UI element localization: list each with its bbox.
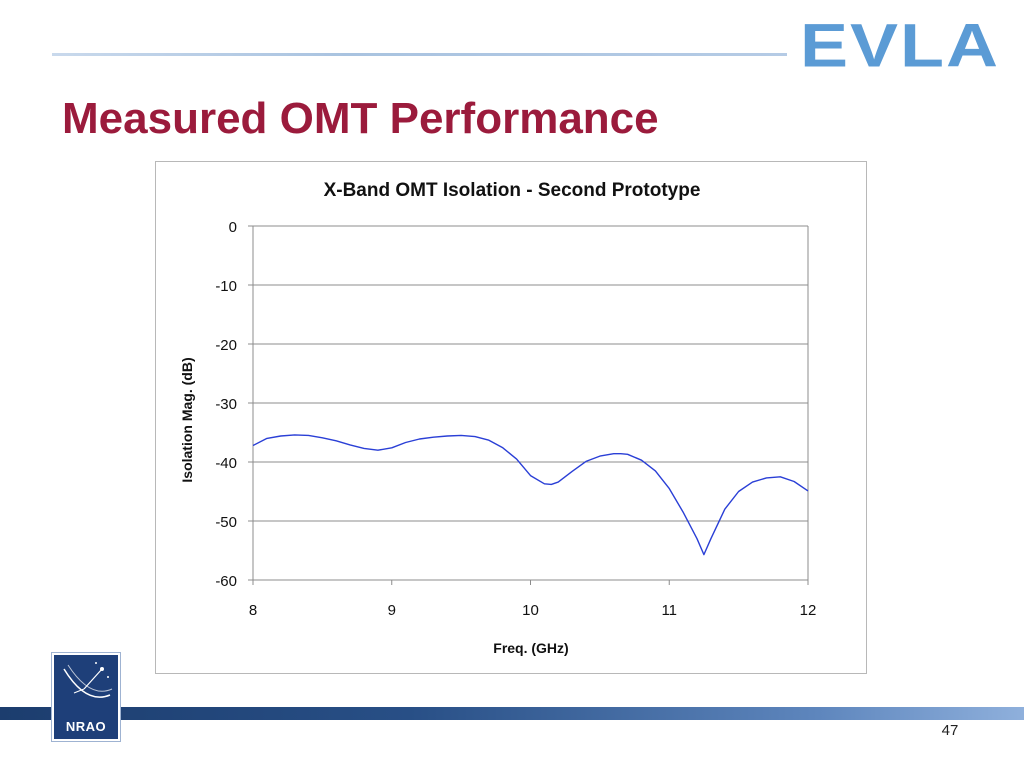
y-tick-label: -10 <box>215 278 237 295</box>
y-tick-label: -40 <box>215 455 237 472</box>
tick-labels: 0 -10 -20 -30 -40 -50 -60 8 9 10 11 12 <box>215 219 816 619</box>
y-tick-label: -50 <box>215 514 237 531</box>
series-lines <box>252 434 809 556</box>
y-tick-label: -60 <box>215 573 237 590</box>
x-tick-label: 9 <box>388 602 396 619</box>
grid-lines <box>253 225 808 581</box>
slide-title: Measured OMT Performance <box>62 94 659 143</box>
y-tick-label: -30 <box>215 396 237 413</box>
nrao-logo-text: NRAO <box>65 719 107 734</box>
evla-logo: EVLA <box>800 12 1001 80</box>
x-tick-label: 12 <box>800 602 817 619</box>
radio-telescope-icon <box>63 662 113 698</box>
page-number: 47 <box>941 722 959 739</box>
footer-bar <box>0 707 1024 720</box>
y-tick-label: -20 <box>215 337 237 354</box>
x-axis-label: Freq. (GHz) <box>493 640 568 656</box>
isolation-chart: X-Band OMT Isolation - Second Prototype … <box>179 180 816 656</box>
nrao-logo: NRAO <box>52 653 120 741</box>
axes <box>248 225 809 585</box>
y-axis-label: Isolation Mag. (dB) <box>179 357 195 482</box>
chart-title: X-Band OMT Isolation - Second Prototype <box>324 180 701 201</box>
series-line-isolation <box>252 434 809 556</box>
x-tick-label: 8 <box>249 602 257 619</box>
y-tick-label: 0 <box>229 219 237 236</box>
chart-container: X-Band OMT Isolation - Second Prototype … <box>155 161 867 674</box>
x-tick-label: 10 <box>522 602 539 619</box>
header-rule <box>52 53 787 56</box>
x-tick-label: 11 <box>661 602 677 619</box>
